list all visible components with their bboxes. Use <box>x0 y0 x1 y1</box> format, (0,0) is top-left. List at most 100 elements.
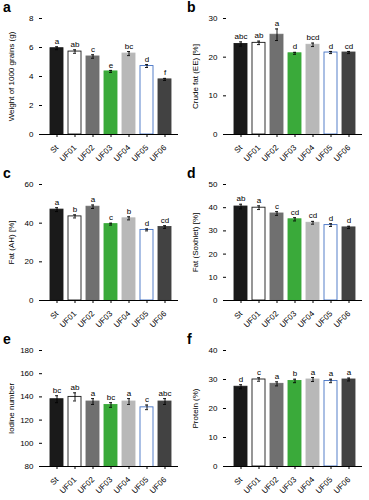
svg-text:20: 20 <box>209 404 218 413</box>
svg-text:Fat (AH) [%]: Fat (AH) [%] <box>7 220 16 264</box>
svg-text:cd: cd <box>291 208 299 217</box>
svg-text:St: St <box>49 309 61 321</box>
svg-text:Fat (Soxhlet) [%]: Fat (Soxhlet) [%] <box>191 213 200 273</box>
svg-text:St: St <box>233 309 245 321</box>
svg-text:10: 10 <box>209 433 218 442</box>
svg-text:UF02: UF02 <box>76 309 97 330</box>
svg-text:Crude fat (EE) [%]: Crude fat (EE) [%] <box>191 44 200 109</box>
svg-text:UF05: UF05 <box>314 475 335 496</box>
svg-text:UF05: UF05 <box>314 143 335 164</box>
svg-text:a: a <box>347 368 352 377</box>
svg-text:UF01: UF01 <box>58 475 79 496</box>
svg-text:0: 0 <box>213 462 218 471</box>
svg-text:ab: ab <box>71 383 80 392</box>
svg-text:UF02: UF02 <box>76 143 97 164</box>
svg-text:UF03: UF03 <box>94 475 115 496</box>
svg-text:ab: ab <box>71 40 80 49</box>
svg-text:a: a <box>55 37 60 46</box>
svg-text:UF04: UF04 <box>296 309 317 330</box>
svg-text:ab: ab <box>237 194 246 203</box>
svg-text:c: c <box>275 202 279 211</box>
svg-text:UF01: UF01 <box>58 309 79 330</box>
svg-text:30: 30 <box>209 14 218 23</box>
svg-text:St: St <box>233 475 245 487</box>
svg-text:0: 0 <box>29 296 34 305</box>
svg-text:120: 120 <box>20 416 34 425</box>
svg-text:UF06: UF06 <box>332 475 353 496</box>
svg-text:d: d <box>145 55 149 64</box>
svg-text:UF02: UF02 <box>260 143 281 164</box>
svg-text:a: a <box>275 372 280 381</box>
svg-text:St: St <box>49 475 61 487</box>
svg-text:0: 0 <box>29 130 34 139</box>
svg-text:d: d <box>329 42 333 51</box>
svg-text:30: 30 <box>209 375 218 384</box>
svg-text:c: c <box>145 395 149 404</box>
svg-text:UF03: UF03 <box>94 309 115 330</box>
svg-text:d: d <box>293 42 297 51</box>
svg-text:a: a <box>311 368 316 377</box>
svg-text:80: 80 <box>25 462 34 471</box>
svg-text:UF04: UF04 <box>296 143 317 164</box>
svg-text:St: St <box>233 143 245 155</box>
svg-text:UF06: UF06 <box>148 309 169 330</box>
svg-text:UF01: UF01 <box>242 143 263 164</box>
svg-text:abc: abc <box>235 32 248 41</box>
svg-text:cd: cd <box>309 211 317 220</box>
svg-text:a: a <box>91 195 96 204</box>
svg-text:b: b <box>293 369 298 378</box>
svg-text:UF06: UF06 <box>332 309 353 330</box>
svg-text:UF02: UF02 <box>260 475 281 496</box>
svg-text:0: 0 <box>213 130 218 139</box>
svg-text:cd: cd <box>345 42 353 51</box>
svg-text:8: 8 <box>29 14 34 23</box>
svg-text:UF01: UF01 <box>58 143 79 164</box>
svg-text:4: 4 <box>29 72 34 81</box>
svg-text:d: d <box>145 219 149 228</box>
svg-text:180: 180 <box>20 346 34 355</box>
svg-text:cd: cd <box>161 216 169 225</box>
svg-text:a: a <box>329 369 334 378</box>
svg-text:UF03: UF03 <box>278 143 299 164</box>
svg-text:UF06: UF06 <box>332 143 353 164</box>
svg-text:UF05: UF05 <box>130 475 151 496</box>
svg-text:bcd: bcd <box>307 33 320 42</box>
svg-text:St: St <box>49 143 61 155</box>
svg-text:2: 2 <box>29 101 34 110</box>
svg-text:40: 40 <box>209 203 218 212</box>
svg-text:50: 50 <box>209 180 218 189</box>
svg-text:b: b <box>73 205 78 214</box>
svg-text:Iodine number: Iodine number <box>7 383 16 434</box>
svg-text:d: d <box>329 214 333 223</box>
svg-text:20: 20 <box>209 250 218 259</box>
svg-text:a: a <box>91 389 96 398</box>
svg-text:60: 60 <box>25 180 34 189</box>
svg-text:40: 40 <box>25 219 34 228</box>
svg-text:UF03: UF03 <box>278 309 299 330</box>
svg-text:UF04: UF04 <box>112 143 133 164</box>
svg-text:0: 0 <box>213 296 218 305</box>
svg-text:UF04: UF04 <box>112 309 133 330</box>
svg-text:a: a <box>55 198 60 207</box>
svg-text:d: d <box>239 375 243 384</box>
svg-text:UF01: UF01 <box>242 309 263 330</box>
svg-text:ab: ab <box>255 31 264 40</box>
svg-text:Protein (%): Protein (%) <box>191 388 200 428</box>
svg-text:bc: bc <box>107 393 115 402</box>
svg-text:20: 20 <box>209 53 218 62</box>
svg-text:c: c <box>257 368 261 377</box>
svg-text:UF05: UF05 <box>314 309 335 330</box>
svg-text:a: a <box>257 196 262 205</box>
svg-text:10: 10 <box>209 273 218 282</box>
svg-text:UF01: UF01 <box>242 475 263 496</box>
svg-text:UF03: UF03 <box>94 143 115 164</box>
svg-text:UF02: UF02 <box>260 309 281 330</box>
svg-text:bc: bc <box>53 386 61 395</box>
svg-text:40: 40 <box>209 346 218 355</box>
svg-text:UF06: UF06 <box>148 475 169 496</box>
svg-text:UF04: UF04 <box>296 475 317 496</box>
svg-text:f: f <box>164 68 167 77</box>
svg-text:20: 20 <box>25 257 34 266</box>
svg-text:c: c <box>109 213 113 222</box>
svg-text:140: 140 <box>20 392 34 401</box>
